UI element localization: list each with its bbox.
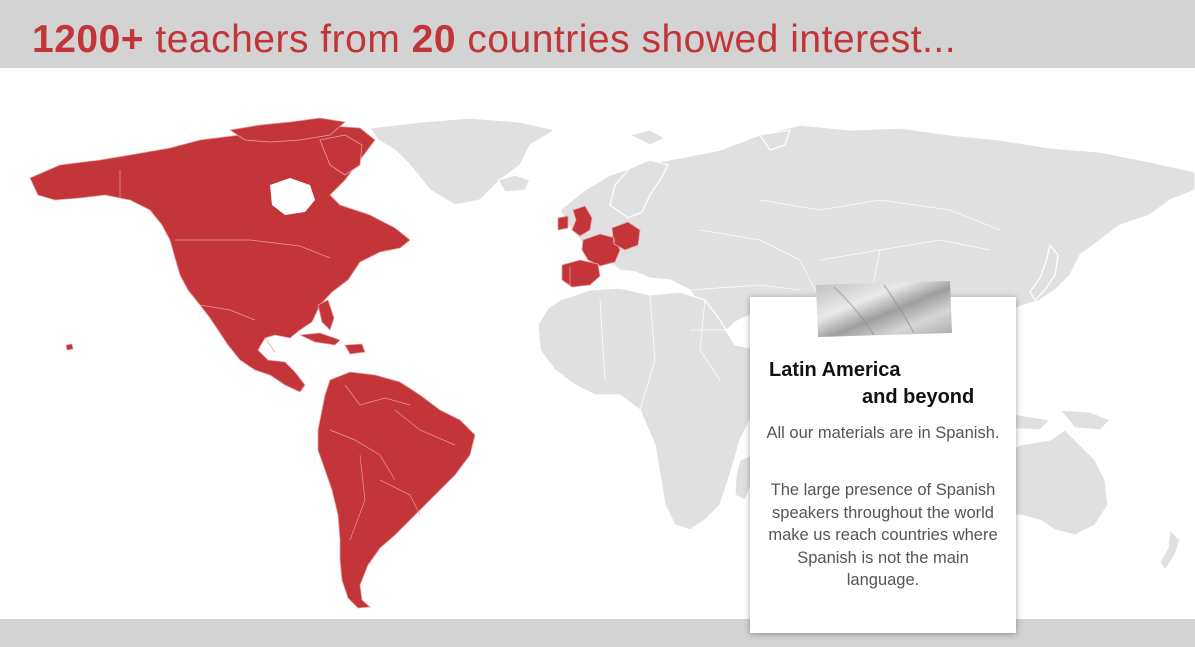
spain-portugal <box>561 259 601 288</box>
page-headline: 1200+ teachers from 20 countries showed … <box>32 14 956 66</box>
ireland <box>557 215 569 231</box>
card-title-line1: Latin America <box>769 359 901 381</box>
card-paragraph-materials: All our materials are in Spanish. <box>766 424 1000 442</box>
headline-teachers-text: teachers from <box>144 18 412 61</box>
scandinavia <box>609 159 669 219</box>
card-title: Latin America and beyond <box>769 357 1009 411</box>
tape-graphic <box>816 281 952 337</box>
header-band: 1200+ teachers from 20 countries showed … <box>0 0 1195 68</box>
greenland <box>368 117 557 206</box>
france <box>581 233 621 267</box>
iceland <box>497 174 531 193</box>
card-title-line2: and beyond <box>862 386 975 408</box>
novaya-zemlya <box>758 129 791 151</box>
arctic-islands <box>228 117 346 143</box>
country-count: 20 <box>411 18 457 61</box>
teacher-count: 1200+ <box>32 18 145 61</box>
world-map <box>29 117 1195 609</box>
florida <box>317 299 335 331</box>
svalbard <box>628 129 667 146</box>
south-america <box>317 371 476 609</box>
cuba <box>298 332 341 346</box>
baffin-island <box>319 134 363 176</box>
card-paragraph-reach: The large presence of Spanish speakers t… <box>768 481 998 589</box>
united-kingdom <box>571 205 593 237</box>
hispaniola <box>344 343 366 355</box>
new-guinea <box>1058 409 1112 431</box>
japan <box>1029 243 1059 301</box>
headline-rest-text: countries showed interest... <box>456 18 957 61</box>
hawaii <box>65 343 74 351</box>
hudson-bay <box>270 178 315 215</box>
new-zealand <box>1159 528 1181 572</box>
africa <box>537 287 776 531</box>
north-america <box>29 124 411 393</box>
info-card: Latin America and beyond All our materia… <box>750 281 1016 633</box>
